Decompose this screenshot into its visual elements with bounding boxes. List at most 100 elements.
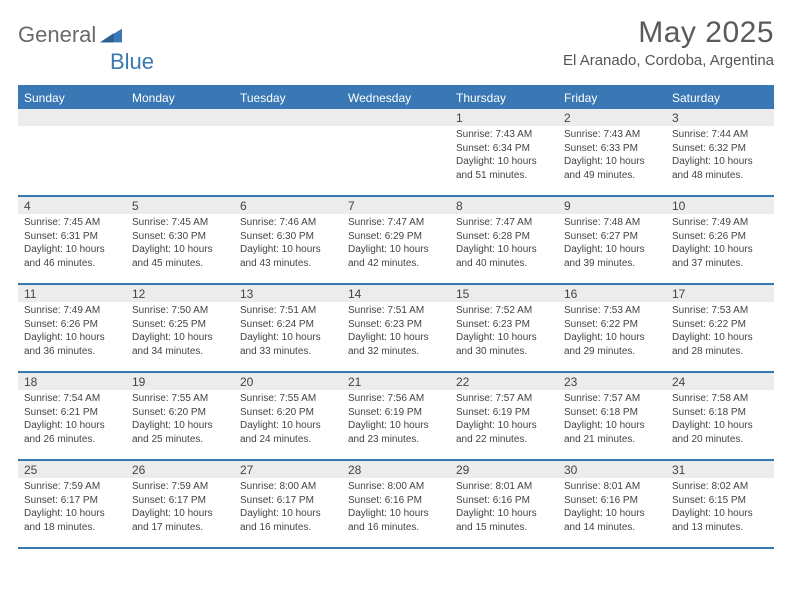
- sunrise-line: Sunrise: 7:55 AM: [132, 392, 228, 406]
- daylight-line: Daylight: 10 hours and 49 minutes.: [564, 155, 660, 182]
- sunset-line: Sunset: 6:22 PM: [672, 318, 768, 332]
- calendar: Sunday Monday Tuesday Wednesday Thursday…: [18, 85, 774, 549]
- weekday-mon: Monday: [126, 87, 234, 109]
- sunset-line: Sunset: 6:18 PM: [564, 406, 660, 420]
- day-info: Sunrise: 7:51 AMSunset: 6:23 PMDaylight:…: [342, 302, 450, 358]
- sunset-line: Sunset: 6:19 PM: [348, 406, 444, 420]
- weekday-fri: Friday: [558, 87, 666, 109]
- sunset-line: Sunset: 6:16 PM: [348, 494, 444, 508]
- sunset-line: Sunset: 6:26 PM: [672, 230, 768, 244]
- day-number: [234, 109, 342, 126]
- sunrise-line: Sunrise: 7:53 AM: [672, 304, 768, 318]
- sunset-line: Sunset: 6:30 PM: [132, 230, 228, 244]
- sunrise-line: Sunrise: 7:46 AM: [240, 216, 336, 230]
- day-info: Sunrise: 7:53 AMSunset: 6:22 PMDaylight:…: [666, 302, 774, 358]
- day-cell: 17Sunrise: 7:53 AMSunset: 6:22 PMDayligh…: [666, 285, 774, 371]
- day-cell: 11Sunrise: 7:49 AMSunset: 6:26 PMDayligh…: [18, 285, 126, 371]
- daylight-line: Daylight: 10 hours and 25 minutes.: [132, 419, 228, 446]
- day-cell: 5Sunrise: 7:45 AMSunset: 6:30 PMDaylight…: [126, 197, 234, 283]
- day-info: Sunrise: 7:54 AMSunset: 6:21 PMDaylight:…: [18, 390, 126, 446]
- sunrise-line: Sunrise: 7:59 AM: [24, 480, 120, 494]
- sunset-line: Sunset: 6:26 PM: [24, 318, 120, 332]
- sunset-line: Sunset: 6:15 PM: [672, 494, 768, 508]
- day-number: 25: [18, 461, 126, 478]
- day-cell: 23Sunrise: 7:57 AMSunset: 6:18 PMDayligh…: [558, 373, 666, 459]
- daylight-line: Daylight: 10 hours and 42 minutes.: [348, 243, 444, 270]
- day-number: 13: [234, 285, 342, 302]
- weeks-container: 1Sunrise: 7:43 AMSunset: 6:34 PMDaylight…: [18, 109, 774, 549]
- sunrise-line: Sunrise: 7:43 AM: [564, 128, 660, 142]
- day-info: [234, 126, 342, 186]
- sunset-line: Sunset: 6:33 PM: [564, 142, 660, 156]
- weekday-sat: Saturday: [666, 87, 774, 109]
- sunrise-line: Sunrise: 8:01 AM: [456, 480, 552, 494]
- day-cell: 16Sunrise: 7:53 AMSunset: 6:22 PMDayligh…: [558, 285, 666, 371]
- weekday-wed: Wednesday: [342, 87, 450, 109]
- sunrise-line: Sunrise: 7:57 AM: [564, 392, 660, 406]
- sunset-line: Sunset: 6:16 PM: [456, 494, 552, 508]
- day-info: Sunrise: 7:55 AMSunset: 6:20 PMDaylight:…: [126, 390, 234, 446]
- day-info: Sunrise: 7:47 AMSunset: 6:29 PMDaylight:…: [342, 214, 450, 270]
- day-number: [126, 109, 234, 126]
- day-number: 19: [126, 373, 234, 390]
- day-info: Sunrise: 7:58 AMSunset: 6:18 PMDaylight:…: [666, 390, 774, 446]
- day-info: Sunrise: 7:45 AMSunset: 6:31 PMDaylight:…: [18, 214, 126, 270]
- day-number: 3: [666, 109, 774, 126]
- day-cell: 6Sunrise: 7:46 AMSunset: 6:30 PMDaylight…: [234, 197, 342, 283]
- sunrise-line: Sunrise: 7:43 AM: [456, 128, 552, 142]
- daylight-line: Daylight: 10 hours and 23 minutes.: [348, 419, 444, 446]
- day-info: Sunrise: 7:52 AMSunset: 6:23 PMDaylight:…: [450, 302, 558, 358]
- week-row: 4Sunrise: 7:45 AMSunset: 6:31 PMDaylight…: [18, 197, 774, 285]
- day-number: 7: [342, 197, 450, 214]
- day-cell: 29Sunrise: 8:01 AMSunset: 6:16 PMDayligh…: [450, 461, 558, 547]
- daylight-line: Daylight: 10 hours and 26 minutes.: [24, 419, 120, 446]
- sunset-line: Sunset: 6:21 PM: [24, 406, 120, 420]
- daylight-line: Daylight: 10 hours and 40 minutes.: [456, 243, 552, 270]
- sunrise-line: Sunrise: 7:47 AM: [456, 216, 552, 230]
- sunrise-line: Sunrise: 7:55 AM: [240, 392, 336, 406]
- day-info: Sunrise: 8:01 AMSunset: 6:16 PMDaylight:…: [558, 478, 666, 534]
- sunrise-line: Sunrise: 7:56 AM: [348, 392, 444, 406]
- daylight-line: Daylight: 10 hours and 48 minutes.: [672, 155, 768, 182]
- day-cell: [342, 109, 450, 195]
- sunset-line: Sunset: 6:17 PM: [24, 494, 120, 508]
- sunset-line: Sunset: 6:22 PM: [564, 318, 660, 332]
- day-cell: 15Sunrise: 7:52 AMSunset: 6:23 PMDayligh…: [450, 285, 558, 371]
- sunset-line: Sunset: 6:28 PM: [456, 230, 552, 244]
- sunset-line: Sunset: 6:20 PM: [132, 406, 228, 420]
- daylight-line: Daylight: 10 hours and 46 minutes.: [24, 243, 120, 270]
- day-number: 31: [666, 461, 774, 478]
- daylight-line: Daylight: 10 hours and 32 minutes.: [348, 331, 444, 358]
- daylight-line: Daylight: 10 hours and 39 minutes.: [564, 243, 660, 270]
- brand-logo: General: [18, 16, 126, 48]
- daylight-line: Daylight: 10 hours and 14 minutes.: [564, 507, 660, 534]
- day-cell: [18, 109, 126, 195]
- daylight-line: Daylight: 10 hours and 43 minutes.: [240, 243, 336, 270]
- day-info: Sunrise: 8:02 AMSunset: 6:15 PMDaylight:…: [666, 478, 774, 534]
- sunrise-line: Sunrise: 8:02 AM: [672, 480, 768, 494]
- day-cell: 21Sunrise: 7:56 AMSunset: 6:19 PMDayligh…: [342, 373, 450, 459]
- sunrise-line: Sunrise: 7:49 AM: [24, 304, 120, 318]
- day-info: Sunrise: 7:43 AMSunset: 6:33 PMDaylight:…: [558, 126, 666, 182]
- day-number: 5: [126, 197, 234, 214]
- sunset-line: Sunset: 6:31 PM: [24, 230, 120, 244]
- day-info: Sunrise: 7:55 AMSunset: 6:20 PMDaylight:…: [234, 390, 342, 446]
- weekday-header: Sunday Monday Tuesday Wednesday Thursday…: [18, 87, 774, 109]
- sunset-line: Sunset: 6:29 PM: [348, 230, 444, 244]
- day-cell: 22Sunrise: 7:57 AMSunset: 6:19 PMDayligh…: [450, 373, 558, 459]
- daylight-line: Daylight: 10 hours and 36 minutes.: [24, 331, 120, 358]
- day-info: Sunrise: 7:48 AMSunset: 6:27 PMDaylight:…: [558, 214, 666, 270]
- sunset-line: Sunset: 6:30 PM: [240, 230, 336, 244]
- sunset-line: Sunset: 6:20 PM: [240, 406, 336, 420]
- daylight-line: Daylight: 10 hours and 45 minutes.: [132, 243, 228, 270]
- day-number: 20: [234, 373, 342, 390]
- month-title: May 2025: [563, 16, 774, 50]
- day-number: 17: [666, 285, 774, 302]
- sunrise-line: Sunrise: 7:47 AM: [348, 216, 444, 230]
- day-cell: 10Sunrise: 7:49 AMSunset: 6:26 PMDayligh…: [666, 197, 774, 283]
- day-info: Sunrise: 7:59 AMSunset: 6:17 PMDaylight:…: [126, 478, 234, 534]
- day-cell: 30Sunrise: 8:01 AMSunset: 6:16 PMDayligh…: [558, 461, 666, 547]
- brand-triangle-icon: [100, 26, 122, 44]
- day-number: 10: [666, 197, 774, 214]
- day-number: 15: [450, 285, 558, 302]
